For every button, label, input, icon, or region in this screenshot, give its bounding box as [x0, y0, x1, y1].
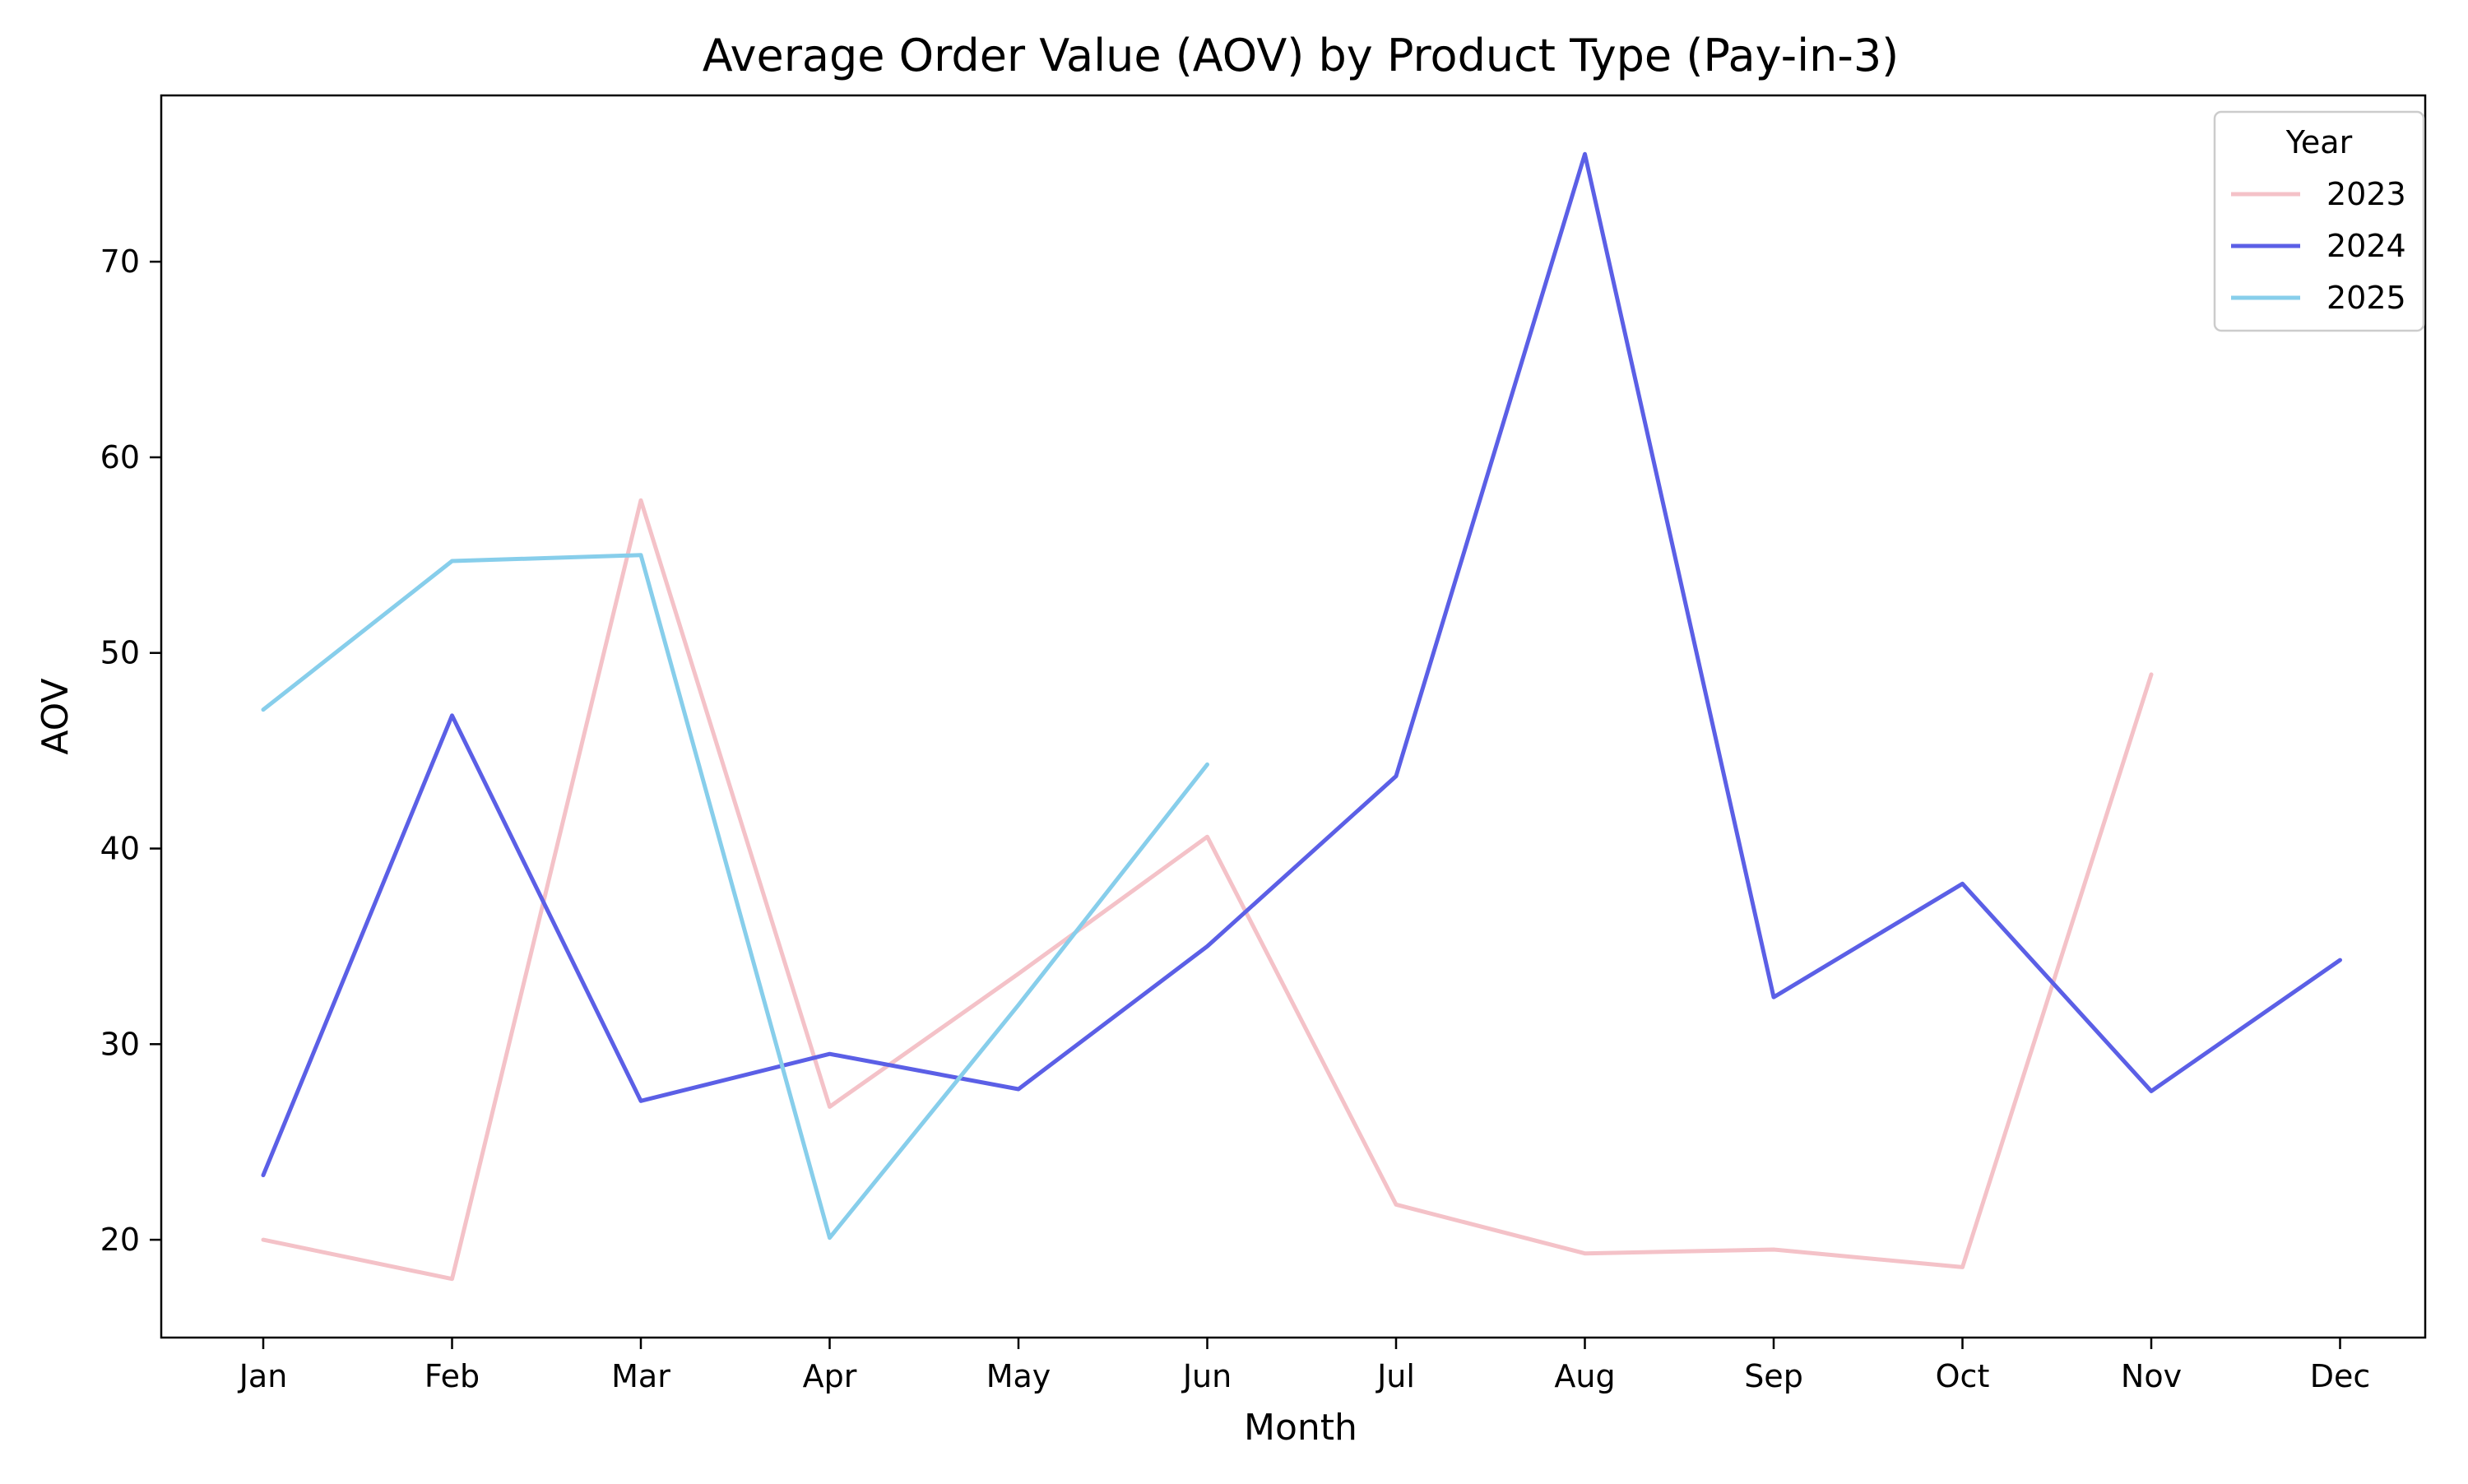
x-tick-label: Oct — [1936, 1358, 1990, 1394]
x-tick-label: Jan — [238, 1358, 288, 1394]
series-line-2023 — [261, 498, 2154, 1282]
legend-label-2025: 2025 — [2327, 280, 2406, 316]
x-tick-label: Aug — [1554, 1358, 1615, 1394]
y-tick-label: 70 — [100, 243, 140, 280]
y-tick-label: 30 — [100, 1026, 140, 1062]
x-axis-ticks: Jan Feb Mar Apr May Jun Jul Aug Sep Oct Nov Dec — [238, 1338, 2371, 1394]
x-tick-label: Jun — [1181, 1358, 1232, 1394]
legend: Year 2023 2024 2025 — [2213, 110, 2425, 332]
x-tick-label: Mar — [611, 1358, 670, 1394]
series-layer — [261, 151, 2342, 1282]
legend-entries: 2023 2024 2025 — [2231, 176, 2406, 316]
chart-title: Average Order Value (AOV) by Product Typ… — [703, 30, 1900, 81]
y-tick-label: 20 — [100, 1222, 140, 1258]
x-tick-label: Nov — [2121, 1358, 2182, 1394]
y-axis-label: AOV — [35, 678, 77, 754]
plot-area-frame — [160, 94, 2427, 1339]
legend-label-2023: 2023 — [2327, 176, 2406, 212]
series-line-2025 — [261, 553, 1209, 1241]
y-tick-label: 50 — [100, 635, 140, 671]
legend-box — [2213, 110, 2425, 332]
x-axis-label: Month — [1244, 1407, 1357, 1449]
x-tick-label: Sep — [1744, 1358, 1803, 1394]
x-tick-label: Dec — [2310, 1358, 2371, 1394]
x-tick-label: Jul — [1375, 1358, 1415, 1394]
y-tick-label: 40 — [100, 831, 140, 867]
legend-label-2024: 2024 — [2327, 228, 2406, 264]
y-tick-label: 60 — [100, 439, 140, 475]
x-tick-label: May — [986, 1358, 1051, 1394]
legend-title: Year — [2285, 124, 2353, 160]
y-axis-ticks: 20 30 40 50 60 70 — [100, 243, 161, 1258]
series-line-2024 — [261, 151, 2342, 1178]
x-tick-label: Feb — [424, 1358, 480, 1394]
x-tick-label: Apr — [803, 1358, 857, 1394]
